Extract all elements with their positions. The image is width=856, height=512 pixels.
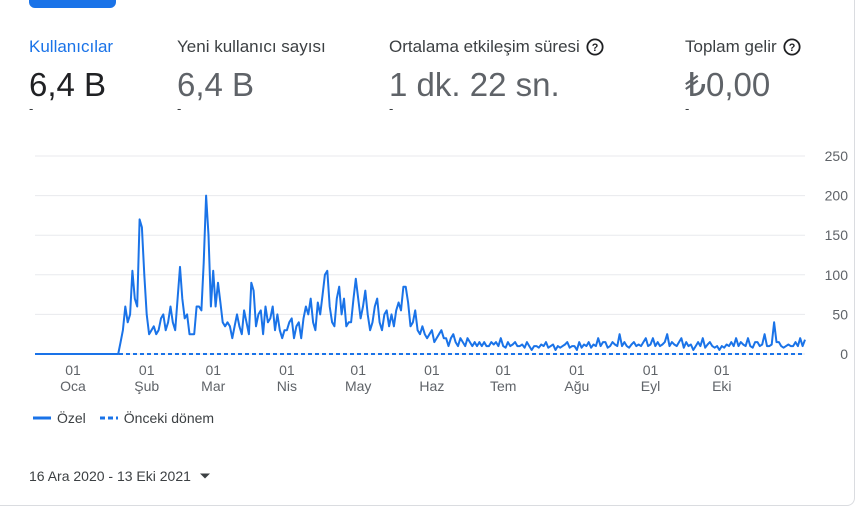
x-tick-label-month: Ağu [564,378,589,394]
x-tick-label-day: 01 [495,362,511,378]
metric-change: - [685,101,690,116]
x-tick-label-day: 01 [139,362,155,378]
metric-value: 6,4 B [29,66,107,103]
metric-tab-new-users[interactable]: Yeni kullanıcı sayısı 6,4 B - [177,37,326,115]
x-tick-label-day: 01 [279,362,295,378]
metric-label-row: Ortalama etkileşim süresi ? [389,37,604,57]
metric-label: Ortalama etkileşim süresi [389,37,580,56]
legend-solid-swatch [33,416,51,420]
x-tick-label-month: Eki [712,378,731,394]
metric-tab-total-revenue[interactable]: Toplam gelir ? ₺0,00 - [685,37,801,115]
users-line-chart: 05010015020025001Oca01Şub01Mar01Nis01May… [35,148,849,394]
y-tick-label: 100 [825,267,849,283]
metric-tab-users[interactable]: Kullanıcılar 6,4 B - [29,37,113,115]
x-tick-label-month: May [345,378,371,394]
chart-legend: Özel Önceki dönem [33,410,228,426]
y-tick-label: 250 [825,148,849,164]
legend-label: Önceki dönem [123,410,215,426]
metric-label: Yeni kullanıcı sayısı [177,37,326,56]
y-tick-label: 150 [825,227,849,243]
metric-tab-avg-engagement[interactable]: Ortalama etkileşim süresi ? 1 dk. 22 sn.… [389,37,604,115]
legend-item-current: Özel [33,410,86,426]
svg-text:?: ? [592,42,599,54]
metric-label-row: Toplam gelir ? [685,37,801,57]
metric-change: - [29,101,34,116]
metric-value: ₺0,00 [685,66,771,103]
date-range-label: 16 Ara 2020 - 13 Eki 2021 [29,468,191,484]
x-tick-label-month: Nis [277,378,297,394]
svg-text:?: ? [788,42,795,54]
x-tick-label-month: Şub [134,378,159,394]
series-line-current [35,194,806,355]
help-icon[interactable]: ? [783,38,801,56]
legend-label: Özel [57,410,86,426]
metric-value: 6,4 B [177,66,255,103]
x-tick-label-month: Mar [201,378,225,394]
date-range-selector[interactable]: 16 Ara 2020 - 13 Eki 2021 [29,468,211,484]
x-tick-label-day: 01 [714,362,730,378]
y-tick-label: 50 [832,306,848,322]
x-tick-label-month: Tem [490,378,516,394]
x-tick-label-day: 01 [205,362,221,378]
x-tick-label-day: 01 [424,362,440,378]
legend-item-previous: Önceki dönem [99,410,215,426]
x-tick-label-day: 01 [65,362,81,378]
metric-label: Kullanıcılar [29,37,114,56]
active-tab-indicator [29,0,116,8]
x-tick-label-month: Eyl [641,378,660,394]
legend-dashed-swatch [99,416,118,420]
x-tick-label-day: 01 [643,362,659,378]
metric-value: 1 dk. 22 sn. [389,66,560,103]
metric-change: - [177,101,182,116]
metric-label: Toplam gelir [685,37,777,56]
y-tick-label: 0 [840,346,848,362]
x-tick-label-month: Oca [60,378,86,394]
x-tick-label-month: Haz [419,378,444,394]
y-tick-label: 200 [825,188,849,204]
metric-change: - [389,101,394,116]
x-tick-label-day: 01 [569,362,585,378]
help-icon[interactable]: ? [586,38,604,56]
x-tick-label-day: 01 [350,362,366,378]
caret-down-icon [199,473,210,479]
